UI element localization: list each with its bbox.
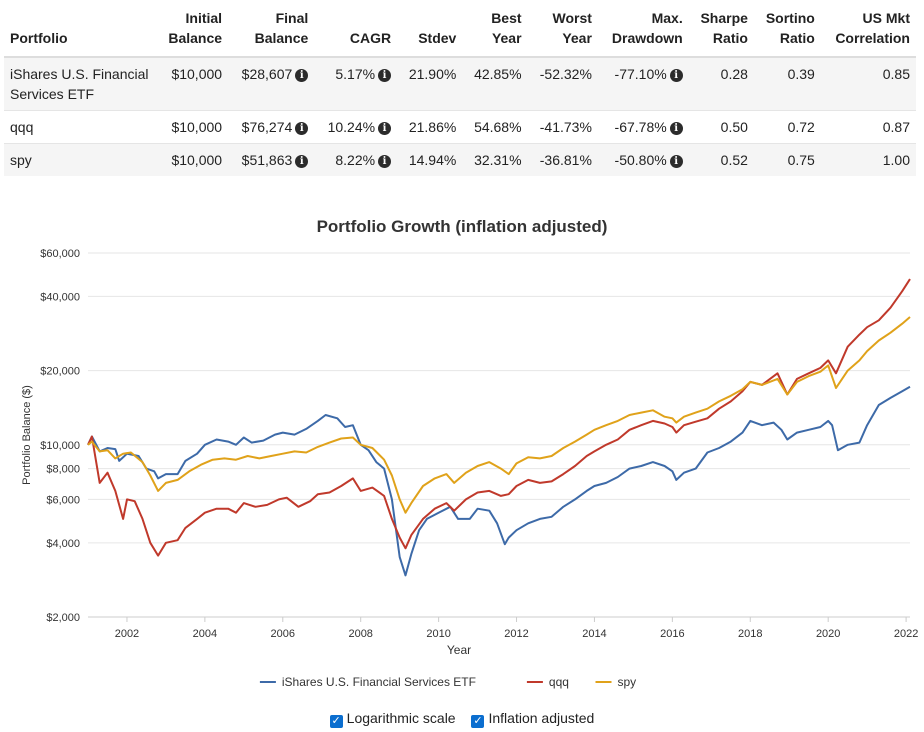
table-header-row: Portfolio Initial Balance Final Balance CA… [4,4,916,58]
sortino-ratio: 0.72 [753,110,821,144]
initial-balance: $10,000 [156,56,229,111]
header-initial-balance: Initial Balance [156,4,229,58]
chart-grid [88,252,910,544]
max-drawdown: -77.10% i [597,56,689,111]
chart-title: Portfolio Growth (inflation adjusted) [317,217,608,236]
max-drawdown: -50.80% i [597,143,689,176]
info-circle-icon[interactable]: i [378,69,392,82]
initial-balance: $10,000 [156,143,229,176]
portfolio-stats-table: Portfolio Initial Balance Final Balance CA… [4,4,916,176]
header-cagr: CAGR [314,4,398,58]
x-tick-label: 2018 [738,628,762,640]
header-stdev: Stdev [397,4,463,58]
legend-item-label[interactable]: spy [618,675,637,689]
log-scale-toggle[interactable]: ✓ Logarithmic scale [329,710,456,728]
info-circle-icon[interactable]: i [378,122,392,135]
header-portfolio: Portfolio [4,4,156,58]
y-tick-label: $2,000 [46,612,80,624]
table-row: spy $10,000 $51,863 i 8.22% i 14.94% 32.31… [4,143,916,176]
y-tick-label: $20,000 [40,366,80,378]
info-circle-icon[interactable]: i [669,155,683,168]
header-best-year: Best Year [462,4,528,58]
stdev: 14.94% [397,143,463,176]
x-tick-label: 2006 [271,628,295,640]
worst-year: -36.81% [527,143,598,176]
worst-year: -52.32% [527,56,598,111]
x-tick-label: 2014 [582,628,606,640]
chart-series [87,278,911,577]
chart-legend[interactable]: iShares U.S. Financial Services ETF qqq sp… [259,675,637,689]
portfolio-name: iShares U.S. Financial Services ETF [4,56,156,111]
x-tick-label: 2022 [894,628,918,640]
header-sharpe-ratio: Sharpe Ratio [688,4,754,58]
x-tick-label: 2012 [504,628,528,640]
final-balance: $51,863 i [228,143,315,176]
stdev: 21.90% [397,56,463,111]
portfolio-name: qqq [4,110,156,144]
info-circle-icon[interactable]: i [295,69,309,82]
y-axis-label: Portfolio Balance ($) [21,385,33,485]
x-tick-label: 2016 [660,628,684,640]
portfolio-growth-chart: Portfolio Growth (inflation adjusted) $2… [21,217,918,689]
checkmark-icon[interactable]: ✓ [329,715,343,728]
cagr: 8.22% i [314,143,398,176]
y-axis-ticks: $2,000 $4,000 $6,000 $8,000 $10,000 $20,000 $4… [40,248,80,624]
inflation-adjusted-toggle[interactable]: ✓ Inflation adjusted [471,710,595,728]
info-circle-icon[interactable]: i [378,155,392,168]
sortino-ratio: 0.39 [753,56,821,111]
x-tick-label: 2002 [115,628,139,640]
y-tick-label: $10,000 [40,440,80,452]
us-mkt-correlation: 0.85 [820,56,916,111]
legend-item-label[interactable]: iShares U.S. Financial Services ETF [282,675,476,689]
sharpe-ratio: 0.28 [688,56,754,111]
initial-balance: $10,000 [156,110,229,144]
worst-year: -41.73% [527,110,598,144]
y-tick-label: $60,000 [40,248,80,260]
y-tick-label: $4,000 [46,538,80,550]
checkmark-icon[interactable]: ✓ [471,715,485,728]
x-tick-label: 2020 [816,628,840,640]
best-year: 42.85% [462,56,528,111]
series-line-spy [87,316,911,514]
log-scale-label[interactable]: Logarithmic scale [346,710,456,726]
us-mkt-correlation: 1.00 [820,143,916,176]
y-tick-label: $6,000 [46,494,80,506]
info-circle-icon[interactable]: i [669,122,683,135]
header-us-mkt-correlation: US Mkt Correlation [820,4,916,58]
chart-controls: ✓ Logarithmic scale ✓ Inflation adjusted [0,710,924,728]
legend-item-label[interactable]: qqq [549,675,569,689]
y-tick-label: $8,000 [46,464,80,476]
header-max-drawdown: Max. Drawdown [597,4,689,58]
final-balance: $76,274 i [228,110,315,144]
max-drawdown: -67.78% i [597,110,689,144]
header-worst-year: Worst Year [527,4,598,58]
y-tick-label: $40,000 [40,291,80,303]
info-circle-icon[interactable]: i [295,155,309,168]
table-row: qqq $10,000 $76,274 i 10.24% i 21.86% 54.6… [4,110,916,144]
header-sortino-ratio: Sortino Ratio [753,4,821,58]
final-balance: $28,607 i [228,56,315,111]
series-line-ishares-u-s-financial-services-etf [87,385,911,577]
sharpe-ratio: 0.50 [688,110,754,144]
best-year: 32.31% [462,143,528,176]
table-row: iShares U.S. Financial Services ETF $10,… [4,56,916,111]
stdev: 21.86% [397,110,463,144]
cagr: 5.17% i [314,56,398,111]
sharpe-ratio: 0.52 [688,143,754,176]
x-axis-label: Year [447,643,471,657]
x-axis-ticks: 2002 2004 2006 2008 2010 2012 2014 2016 2018 2020… [115,617,918,640]
inflation-adjusted-label[interactable]: Inflation adjusted [488,710,595,726]
sortino-ratio: 0.75 [753,143,821,176]
best-year: 54.68% [462,110,528,144]
cagr: 10.24% i [314,110,398,144]
x-tick-label: 2010 [426,628,450,640]
us-mkt-correlation: 0.87 [820,110,916,144]
header-final-balance: Final Balance [228,4,315,58]
portfolio-name: spy [4,143,156,176]
info-circle-icon[interactable]: i [669,69,683,82]
x-tick-label: 2004 [193,628,217,640]
x-tick-label: 2008 [348,628,372,640]
series-line-qqq [87,278,911,557]
info-circle-icon[interactable]: i [295,122,309,135]
